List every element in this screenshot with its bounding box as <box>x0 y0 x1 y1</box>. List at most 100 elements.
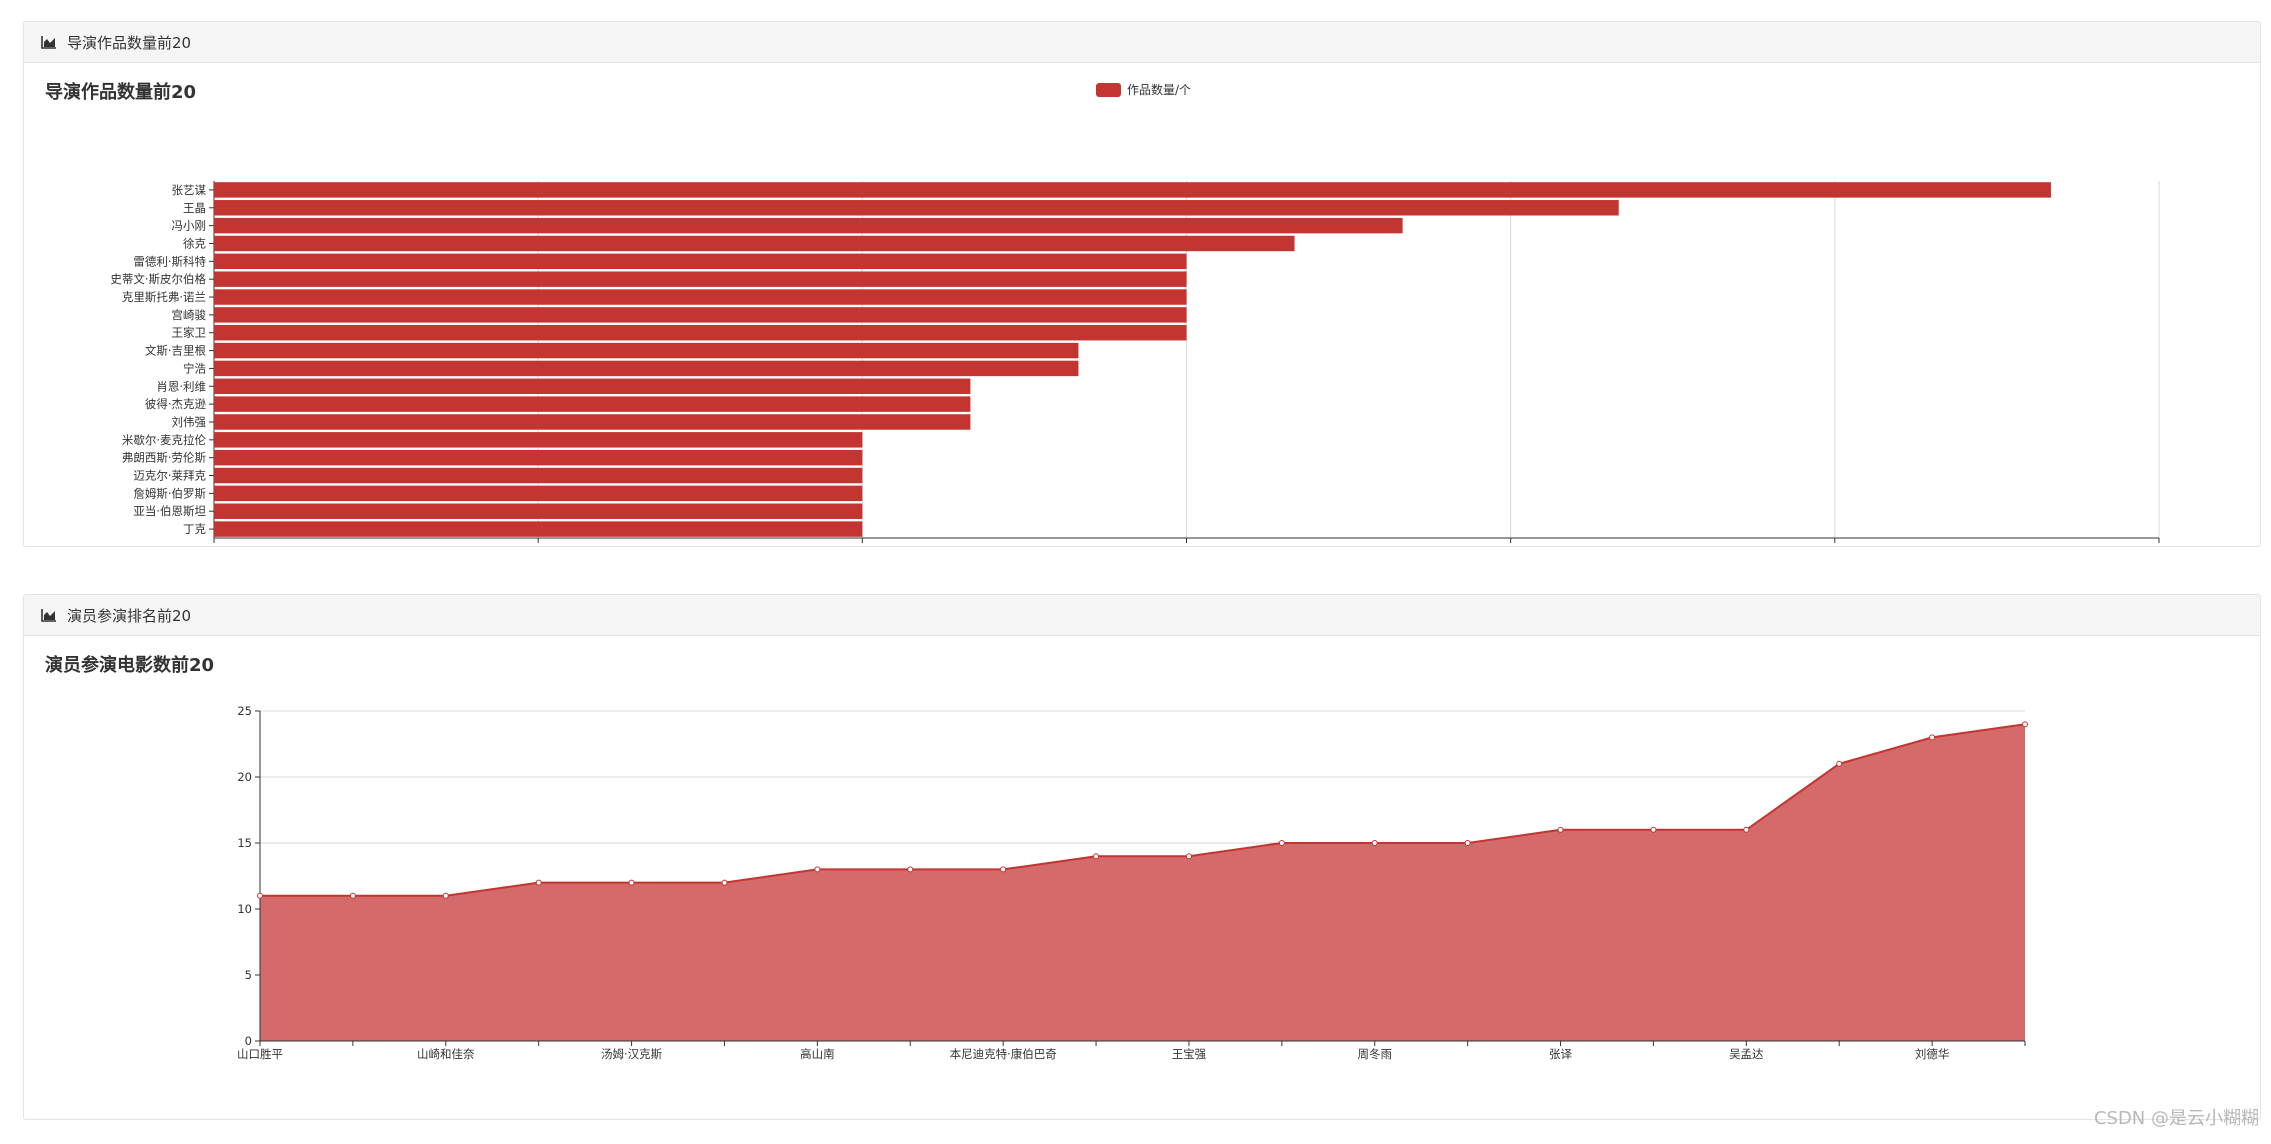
chart-title: 演员参演电影数前20 <box>45 654 214 676</box>
data-point <box>1743 826 1750 833</box>
panel-heading: 导演作品数量前20 <box>24 22 2260 63</box>
y-tick-label: 徐克 <box>183 236 206 250</box>
y-tick-label: 詹姆斯·伯罗斯 <box>133 486 206 500</box>
y-tick-label: 冯小刚 <box>172 219 207 233</box>
data-point <box>907 866 914 873</box>
bar <box>214 200 1619 216</box>
x-tick-label: 刘德华 <box>1915 1047 1950 1061</box>
panel-heading-text: 导演作品数量前20 <box>67 33 192 52</box>
bar <box>214 396 971 412</box>
x-tick-label: 6 <box>859 546 866 547</box>
bar <box>214 449 863 466</box>
data-point <box>1185 853 1192 860</box>
watermark: CSDN @是云小糊糊 <box>2093 1108 2259 1129</box>
y-tick-label: 米歇尔·麦克拉伦 <box>122 433 207 447</box>
y-tick-label: 丁克 <box>183 522 206 536</box>
bar <box>214 325 1187 341</box>
data-point <box>1000 866 1007 873</box>
bar <box>214 432 863 448</box>
panel-heading-text: 演员参演排名前20 <box>67 606 192 625</box>
actor-area-chart: 演员参演电影数前20 0 5 10 15 20 25 山口胜平 山崎和佳奈 汤姆·汉克斯 高山南 本尼… <box>45 654 2028 1061</box>
y-tick-label: 0 <box>245 1034 252 1048</box>
series-line <box>260 723 2026 897</box>
data-point <box>1836 760 1843 767</box>
y-tick-label: 宫崎骏 <box>172 308 207 322</box>
x-tick-label: 9 <box>1183 546 1190 547</box>
x-tick-label: 汤姆·汉克斯 <box>601 1047 663 1061</box>
x-tick-label: 0 <box>210 546 217 547</box>
data-point <box>257 892 263 899</box>
y-tick-label: 15 <box>237 836 252 850</box>
data-point <box>1278 840 1285 846</box>
x-tick-label: 3 <box>535 546 542 547</box>
y-tick-label: 文斯·吉里根 <box>145 344 207 358</box>
data-point <box>442 892 449 899</box>
y-tick-label: 王家卫 <box>172 326 207 340</box>
y-tick-label: 宁浩 <box>183 361 206 375</box>
x-tick-label: 高山南 <box>800 1047 835 1061</box>
bar <box>214 378 971 394</box>
x-tick-label: 周冬雨 <box>1357 1047 1392 1061</box>
data-point <box>1929 734 1936 741</box>
y-tick-label: 20 <box>237 770 252 784</box>
y-tick-label: 迈克尔·莱拜克 <box>133 469 206 483</box>
bar <box>214 485 863 502</box>
bar <box>214 253 1187 270</box>
director-panel: 导演作品数量前20 导演作品数量前20 作品数量/个 0 3 6 9 12 15 18 张艺谋王晶… <box>23 21 2261 547</box>
data-point <box>1371 840 1378 846</box>
x-tick-label: 张译 <box>1549 1047 1572 1061</box>
bar <box>214 521 863 537</box>
y-tick-label: 克里斯托弗·诺兰 <box>122 290 206 304</box>
x-tick-label: 本尼迪克特·康伯巴奇 <box>950 1047 1057 1061</box>
data-point <box>349 892 356 899</box>
y-tick-label: 亚当·伯恩斯坦 <box>133 504 206 518</box>
panel-body: 导演作品数量前20 作品数量/个 0 3 6 9 12 15 18 张艺谋王晶冯小刚徐克雷德利·斯… <box>24 63 2260 547</box>
y-tick-label: 张艺谋 <box>172 183 207 197</box>
y-tick-label: 王晶 <box>183 201 206 215</box>
panel-heading: 演员参演排名前20 <box>24 595 2260 636</box>
bar <box>214 271 1187 287</box>
bar <box>214 217 1403 234</box>
x-tick-label: 18 <box>2152 546 2167 547</box>
bar <box>214 182 2051 198</box>
x-tick-label: 吴孟达 <box>1729 1047 1764 1061</box>
director-bar-chart: 导演作品数量前20 作品数量/个 0 3 6 9 12 15 18 张艺谋王晶冯小刚徐克雷德利·斯… <box>45 81 2167 547</box>
chart-title: 导演作品数量前20 <box>45 81 196 103</box>
actor-panel: 演员参演排名前20 演员参演电影数前20 0 5 10 15 20 25 山口胜平 山崎和佳奈 汤… <box>23 594 2261 1120</box>
data-point <box>1557 826 1564 833</box>
x-tick-label: 15 <box>1828 546 1843 547</box>
data-point <box>1464 840 1471 846</box>
bar <box>214 360 1079 377</box>
y-tick-label: 刘伟强 <box>172 415 207 429</box>
bar <box>214 307 1187 323</box>
legend: 作品数量/个 <box>1096 82 1191 97</box>
area-fill <box>260 724 2025 1041</box>
data-point <box>535 879 542 886</box>
y-tick-label: 肖恩·利维 <box>156 379 206 393</box>
area-chart-icon <box>41 36 56 49</box>
bar <box>214 414 971 430</box>
x-tick-label: 王宝强 <box>1172 1047 1207 1061</box>
data-point <box>1093 853 1100 860</box>
y-tick-label: 史蒂文·斯皮尔伯格 <box>110 272 206 286</box>
area-chart-icon <box>41 609 56 622</box>
panel-body: 演员参演电影数前20 0 5 10 15 20 25 山口胜平 山崎和佳奈 汤姆·汉克斯 高山南 本尼… <box>24 636 2260 1120</box>
x-tick-label: 山崎和佳奈 <box>417 1047 475 1061</box>
data-point <box>628 879 635 886</box>
data-point <box>1650 826 1657 833</box>
x-tick-label: 山口胜平 <box>237 1047 283 1061</box>
y-tick-label: 雷德利·斯科特 <box>133 254 206 268</box>
y-tick-label: 25 <box>237 704 252 718</box>
y-tick-label: 5 <box>245 968 252 982</box>
bar <box>214 503 863 519</box>
data-point <box>721 879 728 886</box>
x-tick-label: 12 <box>1503 546 1518 547</box>
data-point <box>2022 721 2028 728</box>
bar <box>214 235 1295 252</box>
bar <box>214 289 1187 305</box>
bar <box>214 342 1079 359</box>
data-point <box>814 866 821 873</box>
y-tick-label: 彼得·杰克逊 <box>145 397 207 411</box>
legend-swatch <box>1096 83 1121 97</box>
y-tick-label: 弗朗西斯·劳伦斯 <box>122 451 207 465</box>
